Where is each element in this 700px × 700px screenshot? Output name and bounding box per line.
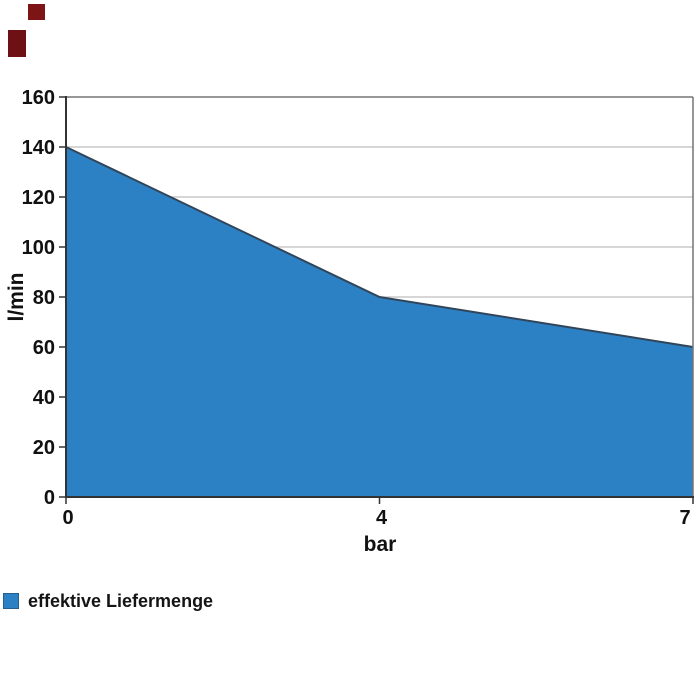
y-tick-label: 160 [22,87,55,109]
y-tick-label: 80 [33,287,55,309]
y-axis-title: l/min [5,272,28,322]
area-series-top-line [65,146,694,348]
y-tick-label: 40 [33,387,55,409]
red-artifact-mark-1 [28,4,45,20]
y-tick-label: 140 [22,137,55,159]
x-axis-title: bar [363,533,397,556]
area-series [66,147,693,497]
legend-swatch-icon [3,593,19,609]
x-tick-label: 7 [679,507,690,529]
y-tick-label: 20 [33,437,55,459]
legend: effektive Liefermenge [3,591,214,611]
red-artifact-mark-2 [8,30,26,57]
legend-label: effektive Liefermenge [28,591,214,611]
x-tick-label: 0 [62,507,73,529]
y-tick-label: 100 [22,237,55,259]
y-tick-label: 60 [33,337,55,359]
y-tick-label: 120 [22,187,55,209]
x-tick-label: 4 [376,507,388,529]
y-tick-label: 0 [44,487,55,509]
